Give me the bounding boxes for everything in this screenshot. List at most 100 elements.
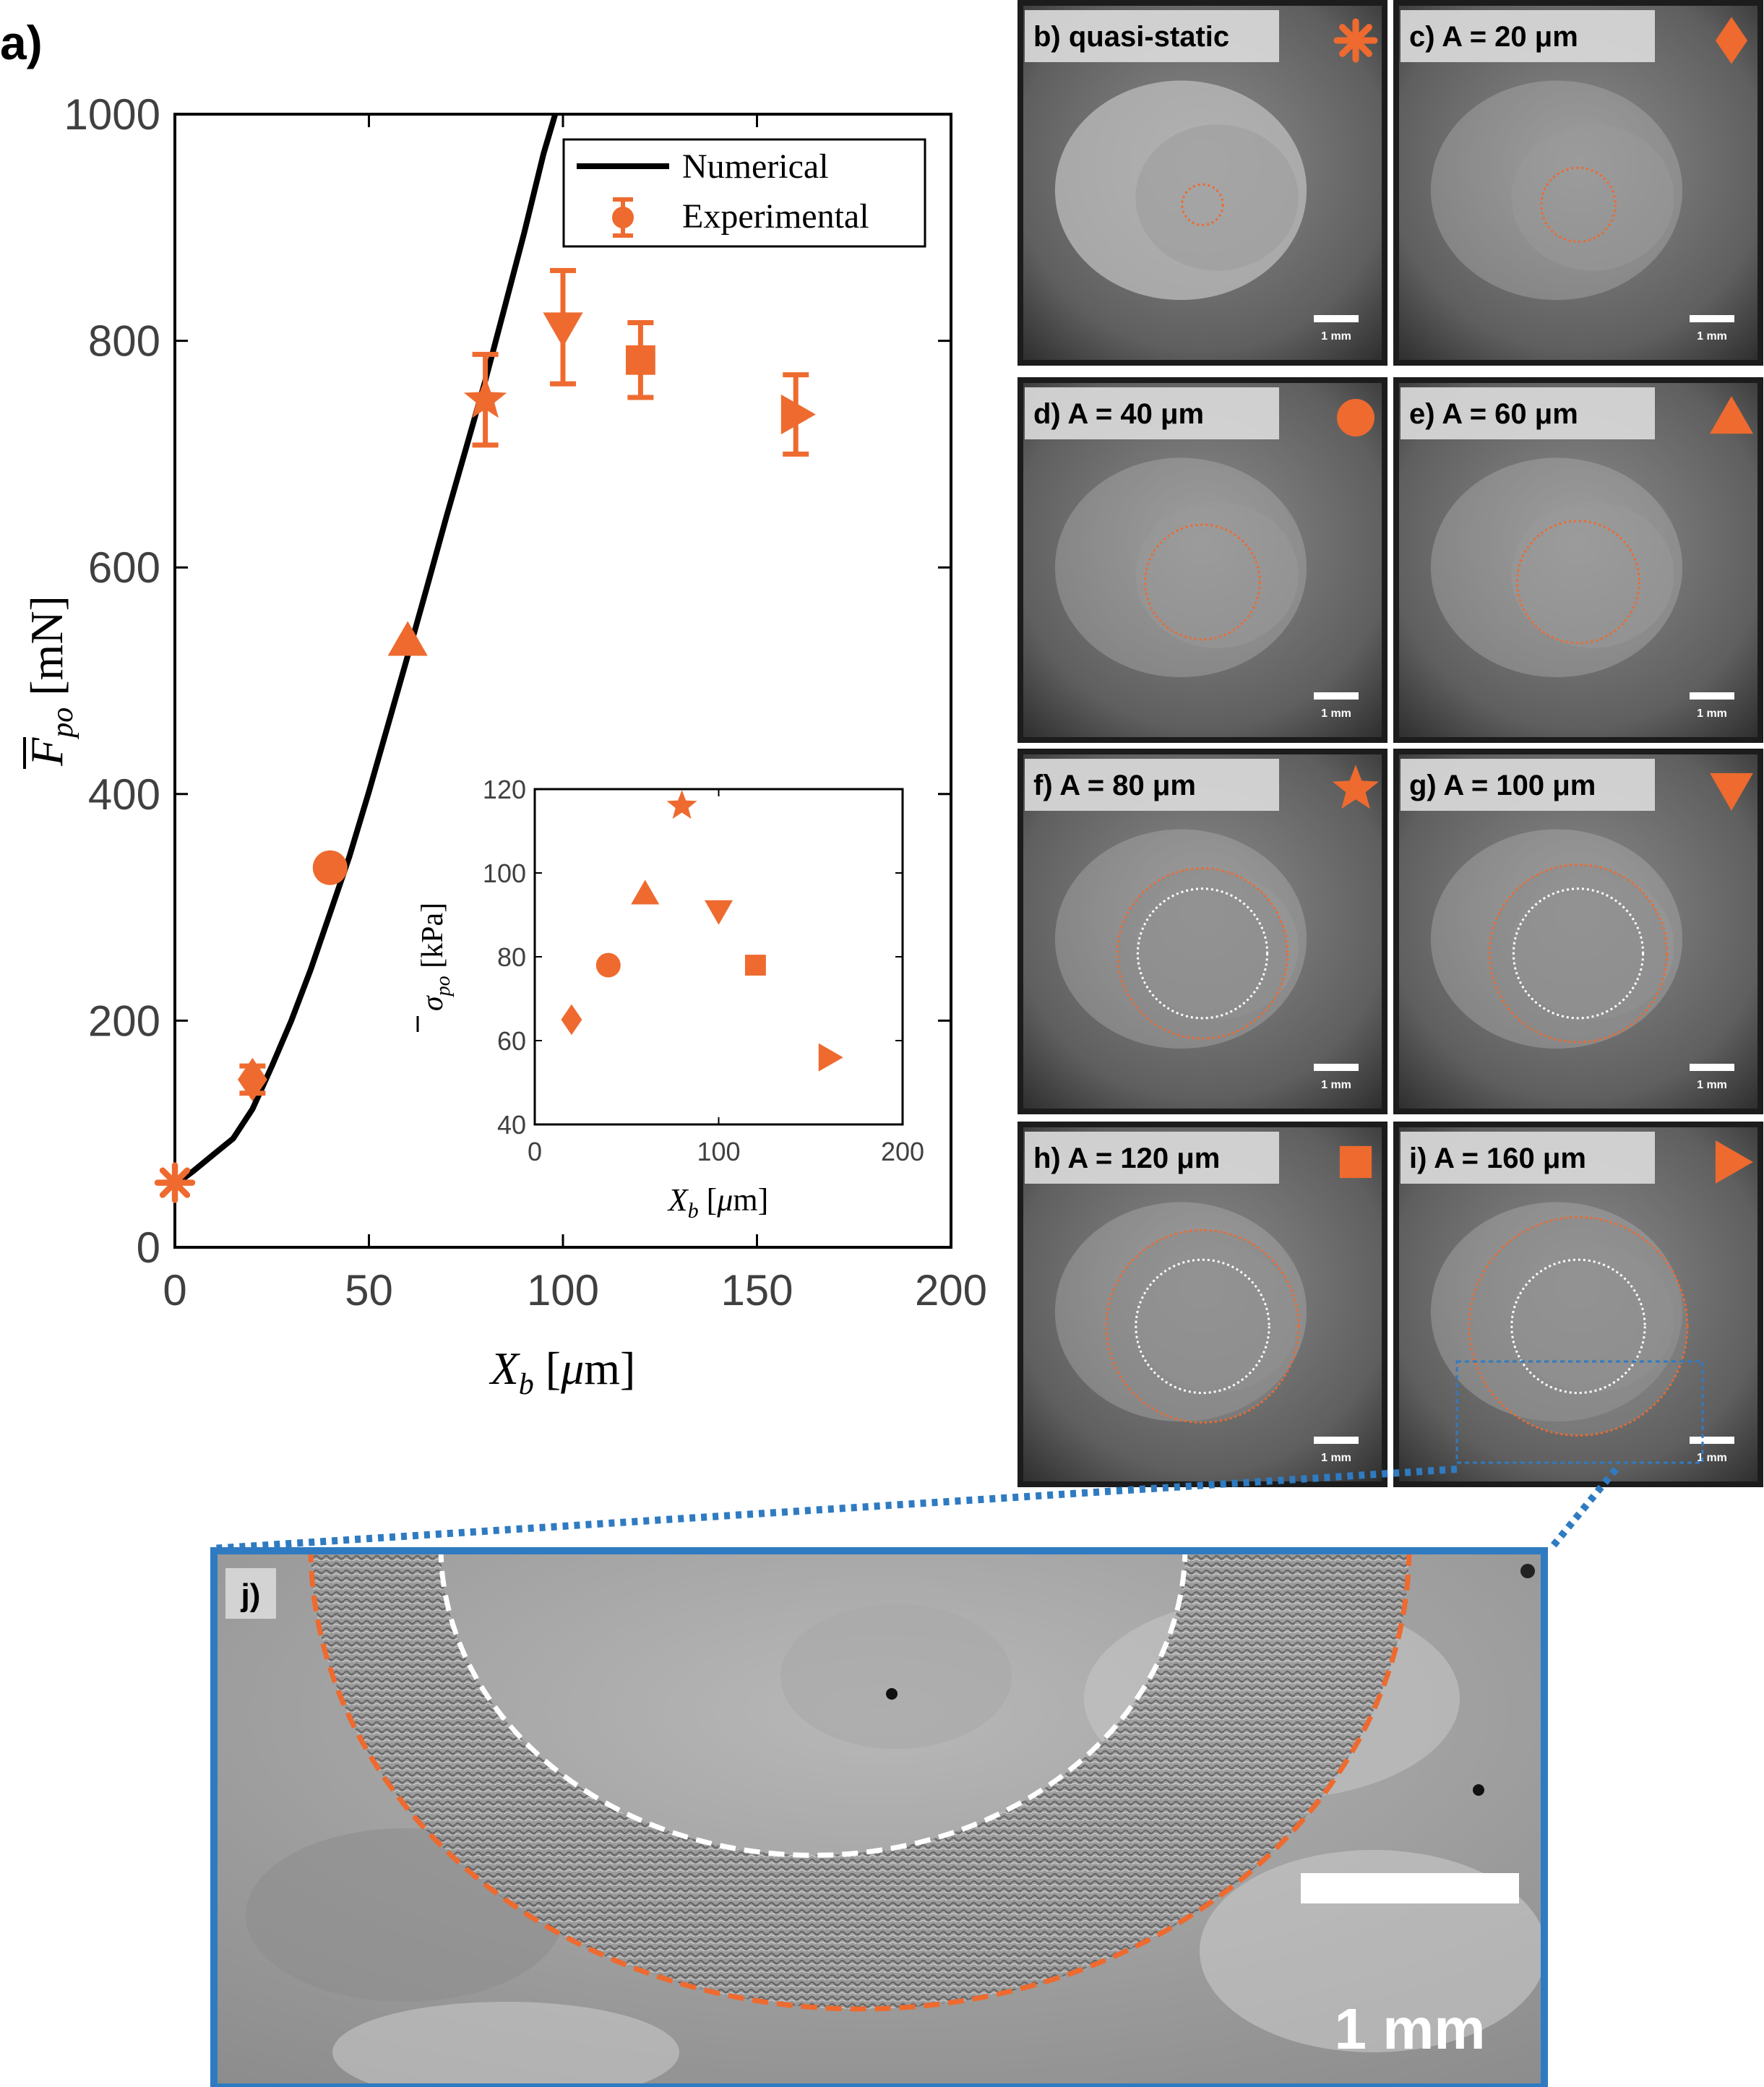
micrograph-label-box: [1401, 387, 1655, 439]
micrograph-label: f) A = 80 μm: [1033, 770, 1196, 801]
contact-inner-ring: [1135, 1258, 1270, 1395]
micrograph-scale-label: 1 mm: [1321, 1079, 1351, 1091]
micrograph-label: c) A = 20 μm: [1409, 21, 1578, 53]
contact-outer-ring: [1116, 867, 1289, 1040]
experimental-point-triangle-down: [543, 312, 583, 348]
x-tick-label: 150: [720, 1266, 793, 1314]
main-axis-ticks: [173, 113, 952, 1249]
micrograph-label-box: [1401, 759, 1655, 811]
zoom-inner-boundary: [438, 1551, 1188, 1858]
micrograph-label-box: [1025, 10, 1279, 62]
zoom-scale-label: 1 mm: [1335, 1997, 1486, 2061]
legend-experimental-label: Experimental: [682, 197, 869, 236]
y-tick-label: 400: [88, 770, 160, 819]
contact-inner-ring: [1510, 1258, 1646, 1395]
inset-point-square: [744, 955, 766, 976]
experimental-point-triangle-up: [387, 621, 428, 656]
zoom-region-marker: [1455, 1360, 1704, 1464]
inset-y-tick-label: 80: [497, 942, 526, 972]
micrograph-panel: c) A = 20 μm 1 mm: [1393, 0, 1763, 366]
micrograph-scale-label: 1 mm: [1321, 707, 1351, 720]
zoom-panel-label: j): [241, 1578, 261, 1613]
micrograph-marker-square: [1339, 1145, 1372, 1179]
y-tick-label: 1000: [64, 90, 160, 139]
contact-outer-ring: [1468, 1215, 1689, 1437]
zoom-connector-lines: [210, 1466, 1619, 1552]
micrograph-scale-label: 1 mm: [1697, 1452, 1727, 1464]
inset-point-diamond: [561, 1004, 582, 1036]
y-tick-label: 200: [88, 997, 160, 1045]
contact-inner-ring: [1136, 887, 1269, 1020]
micrograph-panel: b) quasi-static 1 mm: [1017, 0, 1387, 366]
svg-text:Fpo [mN]: Fpo [mN]: [21, 595, 79, 767]
contact-outer-ring: [1516, 520, 1640, 645]
numerical-series-line: [173, 113, 559, 1187]
micrograph-panel: e) A = 60 μm 1 mm: [1393, 377, 1763, 743]
zoom-scale-bar: [1301, 1873, 1519, 1903]
inset-y-tick-label: 40: [497, 1110, 526, 1140]
inset-point-circle: [595, 952, 621, 978]
inset-x-axis-label: Xb [μm]: [667, 1182, 769, 1223]
micrograph-label: e) A = 60 μm: [1409, 398, 1578, 430]
contact-outer-ring: [1181, 183, 1224, 227]
micrograph-marker-triangle-up: [1710, 396, 1753, 434]
svg-text:Xb [μm]: Xb [μm]: [667, 1182, 769, 1223]
micrograph-marker-diamond: [1715, 17, 1748, 64]
inset-y-tick-label: 100: [483, 859, 526, 888]
contact-outer-ring: [1105, 1228, 1300, 1424]
micrograph-label: h) A = 120 μm: [1033, 1143, 1220, 1174]
x-tick-label: 50: [345, 1266, 393, 1314]
experimental-point-square: [626, 345, 655, 375]
micrograph-panel: g) A = 100 μm 1 mm: [1393, 749, 1763, 1114]
micrograph-scale-label: 1 mm: [1697, 330, 1727, 343]
micrograph-label: b) quasi-static: [1033, 21, 1229, 53]
micrograph-marker-circle: [1337, 399, 1374, 436]
micrograph-marker-asterisk: [1333, 18, 1378, 63]
experimental-point-circle: [312, 850, 348, 885]
y-tick-label: 0: [137, 1223, 160, 1272]
inset-y-tick-label: 60: [497, 1026, 526, 1056]
svg-text:σpo [kPa]: σpo [kPa]: [416, 903, 455, 1011]
x-tick-label: 0: [163, 1266, 186, 1314]
wrinkled-annulus: [311, 1551, 1409, 2009]
inset-axis-tick-labels: 0 100 200 40 60 80 100 120: [483, 775, 924, 1166]
contact-outer-ring: [1144, 523, 1261, 641]
main-x-axis-label: Xb [μm]: [489, 1343, 636, 1401]
experimental-point-triangle-right: [780, 394, 816, 435]
legend-experimental-swatch: [612, 197, 634, 238]
micrograph-panel: d) A = 40 μm 1 mm: [1017, 377, 1387, 743]
micrograph-scale-label: 1 mm: [1321, 330, 1351, 343]
y-tick-label: 600: [88, 543, 160, 592]
inset-point-triangle-up: [631, 879, 660, 905]
micrograph-label: g) A = 100 μm: [1409, 770, 1596, 801]
experimental-point-star: [463, 376, 507, 418]
inset-point-star: [666, 790, 697, 819]
micrograph-scale-label: 1 mm: [1697, 1079, 1727, 1091]
experimental-point-asterisk: [154, 1162, 196, 1203]
legend: Numerical Experimental: [562, 138, 926, 248]
svg-text:Xb [μm]: Xb [μm]: [489, 1343, 636, 1401]
micrograph-scale-bar: [1314, 315, 1359, 322]
inset-y-tick-label: 120: [483, 775, 526, 804]
micrograph-scale-label: 1 mm: [1697, 707, 1727, 720]
inset-point-triangle-down: [704, 900, 733, 925]
experimental-point-diamond: [238, 1057, 267, 1101]
micrograph-marker-triangle-down: [1710, 773, 1753, 811]
x-tick-label: 200: [915, 1266, 987, 1314]
micrograph-scale-bar: [1314, 1064, 1359, 1071]
micrograph-marker-triangle-right: [1715, 1140, 1753, 1184]
micrograph-label: i) A = 160 μm: [1409, 1143, 1586, 1174]
zoom-outer-boundary: [308, 1551, 1412, 2012]
micrograph-scale-bar: [1690, 1437, 1734, 1444]
inset-plot-frame: [533, 788, 904, 1126]
micrograph-scale-bar: [1690, 692, 1734, 700]
panel-letter-a: a): [0, 16, 43, 69]
micrograph-panel: i) A = 160 μm 1 mm: [1393, 1122, 1763, 1487]
inset-axis-ticks: [534, 788, 903, 1125]
micrograph-marker-star: [1332, 765, 1380, 809]
inset-point-triangle-right: [818, 1043, 843, 1072]
micrograph-panel: h) A = 120 μm 1 mm: [1017, 1122, 1387, 1487]
